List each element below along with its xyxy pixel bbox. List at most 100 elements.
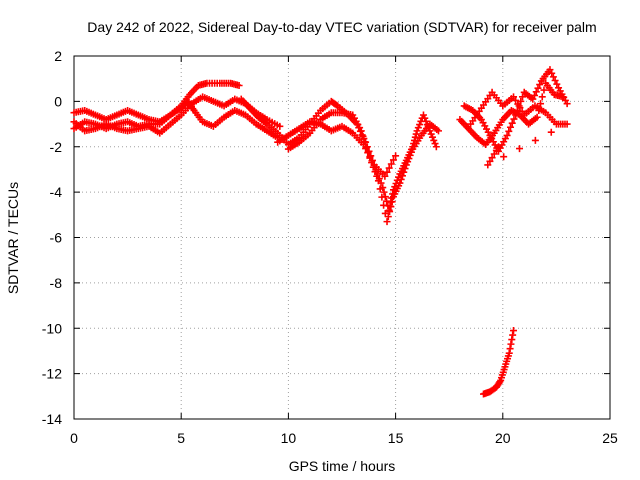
data-point — [486, 157, 494, 165]
data-point — [510, 115, 518, 123]
data-point — [510, 327, 518, 335]
data-point — [384, 213, 392, 221]
x-axis-label: GPS time / hours — [289, 458, 396, 474]
data-point — [495, 143, 503, 151]
data-point — [383, 168, 391, 176]
x-tick-label: 10 — [281, 430, 297, 446]
data-point — [414, 124, 422, 132]
data-point — [419, 111, 427, 119]
data-point — [536, 81, 544, 89]
data-point — [537, 100, 545, 108]
y-tick-label: -6 — [50, 230, 63, 246]
data-point — [508, 119, 516, 127]
data-point — [512, 111, 520, 119]
data-point — [366, 153, 374, 161]
data-point — [547, 128, 555, 136]
data-point — [508, 336, 516, 344]
data-point — [516, 104, 524, 112]
data-point — [503, 131, 511, 139]
data-point — [373, 172, 381, 180]
data-point — [505, 349, 513, 357]
data-point — [428, 133, 436, 141]
data-points — [70, 66, 571, 398]
x-tick-label: 15 — [388, 430, 404, 446]
data-point — [507, 123, 515, 131]
data-point — [359, 132, 367, 140]
data-point — [402, 161, 410, 169]
data-point — [534, 84, 542, 92]
data-point — [411, 133, 419, 141]
data-point — [406, 151, 414, 159]
data-point — [518, 107, 526, 115]
data-point — [512, 96, 520, 104]
data-point — [500, 153, 508, 161]
series-track-j — [480, 327, 518, 398]
y-tick-label: -14 — [42, 411, 62, 427]
y-tick-label: -12 — [42, 366, 62, 382]
data-point — [505, 127, 513, 135]
data-point — [416, 121, 424, 129]
data-point — [538, 93, 546, 101]
data-point — [563, 100, 571, 108]
series-track-h — [460, 66, 571, 155]
data-point — [376, 185, 384, 193]
data-point — [368, 157, 376, 165]
data-point — [235, 81, 243, 89]
data-point — [362, 145, 370, 153]
data-point — [380, 201, 388, 209]
data-point — [388, 198, 396, 206]
data-point — [405, 155, 413, 163]
data-point — [492, 146, 500, 154]
data-point — [385, 164, 393, 172]
data-point — [392, 152, 400, 160]
data-point — [488, 154, 496, 162]
y-tick-label: -2 — [50, 139, 63, 155]
data-point — [387, 203, 395, 211]
data-point — [510, 93, 518, 101]
data-point — [549, 73, 557, 81]
data-point — [413, 127, 421, 135]
data-point — [276, 122, 284, 130]
data-point — [519, 93, 527, 101]
data-point — [540, 86, 548, 94]
data-point — [533, 113, 541, 121]
data-point — [546, 66, 554, 74]
data-point — [364, 149, 372, 157]
data-point — [383, 218, 391, 226]
x-tick-label: 0 — [70, 430, 78, 446]
data-point — [397, 175, 405, 183]
data-point — [400, 168, 408, 176]
y-tick-label: -10 — [42, 320, 62, 336]
x-tick-label: 20 — [495, 430, 511, 446]
data-point — [387, 160, 395, 168]
data-point — [490, 150, 498, 158]
y-axis-label: SDTVAR / TECUs — [5, 182, 21, 294]
data-point — [358, 131, 366, 139]
data-point — [374, 177, 382, 185]
data-point — [431, 140, 439, 148]
data-point — [506, 345, 514, 353]
data-point — [422, 117, 430, 125]
data-point — [548, 69, 556, 77]
data-point — [531, 91, 539, 99]
data-point — [389, 156, 397, 164]
data-point — [412, 130, 420, 138]
data-point — [432, 143, 440, 151]
data-point — [421, 114, 429, 122]
y-tick-label: -4 — [50, 184, 63, 200]
data-point — [427, 130, 435, 138]
data-point — [381, 172, 389, 180]
y-tick-label: 0 — [54, 93, 62, 109]
data-point — [531, 136, 539, 144]
chart-title: Day 242 of 2022, Sidereal Day-to-day VTE… — [87, 19, 596, 35]
data-point — [380, 188, 388, 196]
series-track-f — [274, 118, 400, 180]
data-point — [404, 158, 412, 166]
data-point — [434, 127, 442, 135]
data-point — [553, 80, 561, 88]
data-point — [532, 88, 540, 96]
data-point — [563, 120, 571, 128]
y-tick-label: -8 — [50, 275, 63, 291]
